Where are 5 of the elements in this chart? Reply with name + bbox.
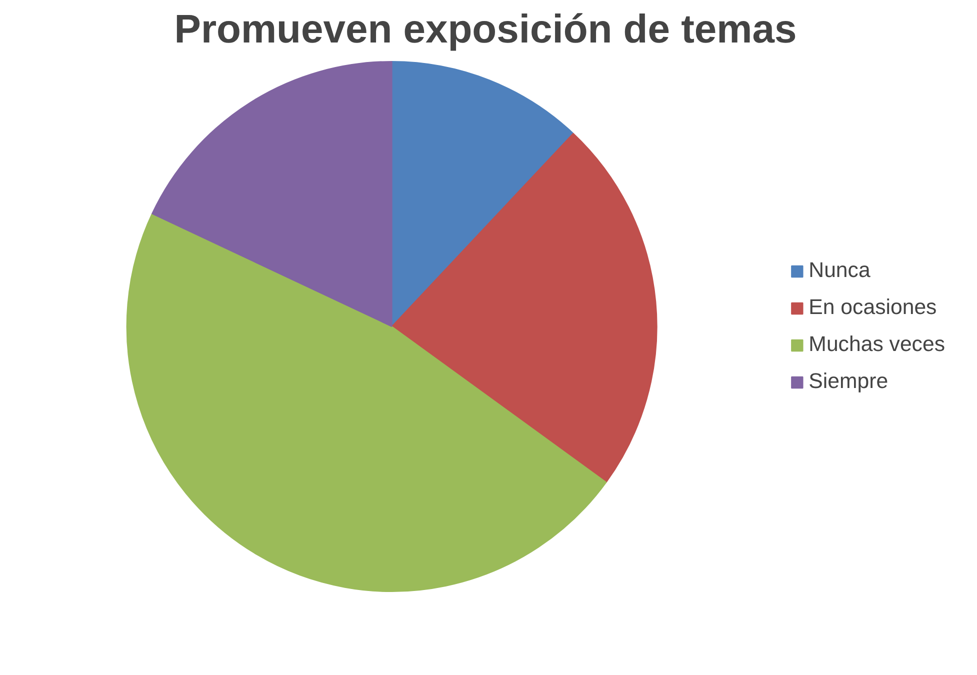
- chart-title: Promueven exposición de temas: [174, 8, 797, 52]
- legend-label: En ocasiones: [808, 295, 937, 320]
- legend-label: Muchas veces: [808, 332, 945, 357]
- legend-label: Siempre: [808, 369, 888, 394]
- legend-label: Nunca: [808, 258, 870, 283]
